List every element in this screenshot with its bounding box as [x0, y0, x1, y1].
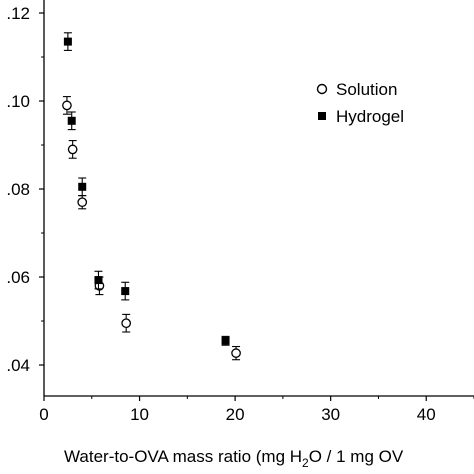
legend-hydrogel-label: Hydrogel — [336, 107, 404, 126]
y-tick-label: .04 — [6, 356, 30, 375]
x-axis-label-subscript: 2 — [302, 456, 309, 470]
data-point-hydrogel — [78, 182, 87, 191]
legend-solution-marker — [316, 83, 328, 95]
series-hydrogel — [63, 32, 230, 346]
x-axis-label: Water-to-OVA mass ratio (mg H2O / 1 mg O… — [64, 447, 404, 470]
series-solution — [62, 96, 241, 361]
y-tick-label: .12 — [6, 4, 30, 23]
x-tick-label: 0 — [39, 405, 48, 424]
data-point-solution — [67, 144, 78, 155]
data-point-hydrogel — [221, 336, 230, 345]
y-tick-label: .10 — [6, 92, 30, 111]
data-point-hydrogel — [67, 116, 76, 125]
data-point-hydrogel — [94, 276, 103, 285]
data-series — [62, 32, 241, 361]
data-point-hydrogel — [63, 37, 72, 46]
y-tick-label: .08 — [6, 180, 30, 199]
data-point-solution — [121, 318, 132, 329]
axes — [43, 0, 474, 397]
y-axis-ticks: .04 .06 .08 .10 .12 — [6, 4, 44, 375]
x-axis-label-part-1: Water-to-OVA mass ratio (mg H — [64, 447, 302, 466]
legend-hydrogel-marker — [318, 112, 326, 120]
x-tick-label: 10 — [130, 405, 149, 424]
legend-solution-label: Solution — [336, 80, 397, 99]
x-axis-ticks: 0 10 20 30 40 — [39, 396, 474, 424]
data-point-solution — [62, 100, 72, 111]
data-point-solution — [231, 348, 241, 358]
x-axis-label-part-2: O / 1 mg OV — [309, 447, 404, 466]
x-tick-label: 40 — [417, 405, 436, 424]
data-point-solution — [77, 197, 88, 208]
data-point-hydrogel — [121, 287, 130, 296]
x-tick-label: 30 — [321, 405, 340, 424]
x-tick-label: 20 — [226, 405, 245, 424]
legend: Solution Hydrogel — [316, 80, 404, 126]
y-tick-label: .06 — [6, 268, 30, 287]
